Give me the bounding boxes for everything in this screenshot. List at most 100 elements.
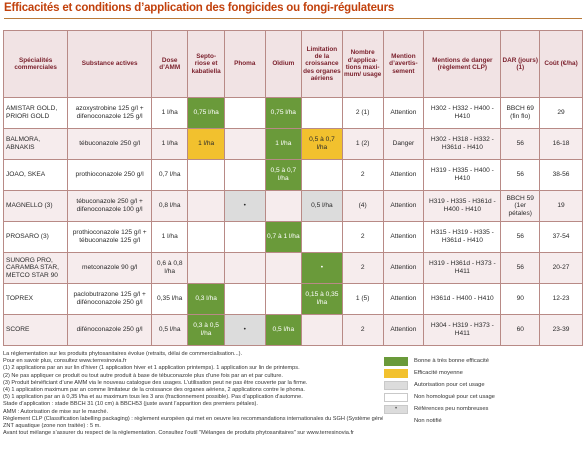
cell-substance: prothioconazole 125 g/l + tébuconazole 1… (67, 221, 152, 253)
cell-dose: 0,35 l/ha (150, 283, 189, 315)
col-header: Spécialités commerciales (2, 30, 69, 98)
legend-item: Non notifié (384, 415, 584, 427)
cell-substance: metconazole 90 g/l (67, 252, 152, 284)
col-header: Septo-riose et kabatiella (187, 30, 225, 98)
cell-phoma (223, 221, 266, 253)
cell-septoriose (187, 159, 225, 191)
table-row: BALMORA, ABNAKIS tébuconazole 250 g/l 1 … (2, 128, 583, 160)
footnote: Règlement CLP (Classification labelling … (3, 415, 383, 422)
footnote: ZNT aquatique (zone non traitée) : 5 m. (3, 423, 101, 430)
cell-phoma (223, 252, 266, 284)
cell-mention: Attention (382, 314, 425, 346)
cell-product: BALMORA, ABNAKIS (2, 128, 69, 160)
cell-nb-applications: 2 (341, 314, 384, 346)
legend-label: Efficacité moyenne (414, 370, 463, 376)
table-row: TOPREX paclobutrazone 125 g/l + difénoco… (2, 283, 583, 315)
legend-swatch-yellow (384, 368, 408, 378)
cell-mention: Attention (382, 97, 425, 129)
cell-limitation (301, 221, 343, 253)
cell-oidium: 0,5 l/ha (264, 314, 303, 346)
cell-dar: 90 (500, 283, 541, 315)
footnote: Avant tout mélange s’assurer du respect … (3, 430, 354, 437)
legend-label: Non homologué pour cet usage (414, 394, 495, 400)
legend-swatch-plain (384, 416, 408, 426)
cell-danger: H302 - H332 - H400 - H410 (423, 97, 502, 129)
cell-oidium (264, 252, 303, 284)
col-header: Coût (€/ha) (539, 30, 583, 98)
cell-septoriose: 0,3 l/ha (187, 283, 225, 315)
cell-product: AMISTAR GOLD, PRIORI GOLD (2, 97, 69, 129)
col-header: Substance actives (67, 30, 152, 98)
footnote: (2) Ne pas appliquer ce produit ou tout … (3, 372, 283, 379)
col-header: Oïdium (264, 30, 303, 98)
header-row: Spécialités commerciales Substance activ… (2, 30, 583, 98)
cell-dar: BBCH 59 (1er pétales) (500, 190, 541, 222)
col-header: Mentions de danger (règlement CLP) (423, 30, 502, 98)
cell-phoma (223, 128, 266, 160)
col-header: Dose d’AMM (150, 30, 189, 98)
cell-product: TOPREX (2, 283, 69, 315)
cell-substance: tébuconazole 250 g/l + difenoconazole 10… (67, 190, 152, 222)
cell-limitation: 0,5 l/ha (301, 190, 343, 222)
legend-item: • Références peu nombreuses (384, 403, 584, 415)
cell-oidium: 0,5 à 0,7 l/ha (264, 159, 303, 191)
footnote: La réglementation sur les produits phyto… (3, 351, 243, 357)
cell-phoma (223, 283, 266, 315)
footnote: (1) 2 applications par an sur lin d’hive… (3, 365, 300, 372)
legend: Bonne à très bonne efficacité Efficacité… (384, 355, 584, 427)
cell-danger: H319 - H335 - H400 - H410 (423, 159, 502, 191)
cell-dar: 56 (500, 252, 541, 284)
cell-phoma: • (223, 314, 266, 346)
cell-phoma (223, 97, 266, 129)
legend-label: Bonne à très bonne efficacité (414, 358, 489, 364)
legend-swatch-white (384, 392, 408, 402)
cell-nb-applications: 1 (2) (341, 128, 384, 160)
cell-danger: H319 - H361d - H373 - H411 (423, 252, 502, 284)
footnote: (3) Produit bénéficiant d’une AMM via le… (3, 379, 308, 386)
cell-cost: 20-27 (539, 252, 583, 284)
cell-nb-applications: 2 (1) (341, 97, 384, 129)
col-header: Mention d’avertis-sement (382, 30, 425, 98)
cell-oidium (264, 283, 303, 315)
cell-mention: Attention (382, 221, 425, 253)
cell-mention: Attention (382, 252, 425, 284)
fungicide-table: Spécialités commerciales Substance activ… (2, 30, 583, 346)
table-row: AMISTAR GOLD, PRIORI GOLD azoxystrobine … (2, 97, 583, 129)
cell-limitation: 0,5 à 0,7 l/ha (301, 128, 343, 160)
col-header: Phoma (223, 30, 266, 98)
title-divider (4, 18, 582, 19)
cell-mention: Attention (382, 159, 425, 191)
cell-substance: difénoconazole 250 g/l (67, 314, 152, 346)
cell-dose: 1 l/ha (150, 97, 189, 129)
cell-nb-applications: 2 (341, 221, 384, 253)
cell-nb-applications: 2 (341, 252, 384, 284)
cell-danger: H361d - H400 - H410 (423, 283, 502, 315)
footnote: (5) 1 application par an à 0,35 l/ha et … (3, 394, 303, 401)
footnotes: La réglementation sur les produits phyto… (3, 351, 383, 437)
cell-septoriose: 1 l/ha (187, 128, 225, 160)
legend-label: Non notifié (414, 418, 442, 424)
cell-cost: 16-18 (539, 128, 583, 160)
footnote: Stade d’application : stade BBCH 31 (10 … (3, 401, 258, 408)
cell-septoriose (187, 190, 225, 222)
cell-cost: 23-39 (539, 314, 583, 346)
cell-cost: 12-23 (539, 283, 583, 315)
cell-substance: prothioconazole 250 g/l (67, 159, 152, 191)
page-title: Efficacités et conditions d’application … (4, 2, 395, 14)
legend-item: Efficacité moyenne (384, 367, 584, 379)
cell-oidium: 1 l/ha (264, 128, 303, 160)
cell-nb-applications: 1 (5) (341, 283, 384, 315)
cell-dose: 0,7 l/ha (150, 159, 189, 191)
cell-product: PROSARO (3) (2, 221, 69, 253)
cell-nb-applications: 2 (341, 159, 384, 191)
table-row: SCORE difénoconazole 250 g/l 0,5 l/ha 0,… (2, 314, 583, 346)
legend-swatch-grey (384, 380, 408, 390)
cell-oidium (264, 190, 303, 222)
col-header: Limitation de la croissance des organes … (301, 30, 343, 98)
table-row: JOAO, SKEA prothioconazole 250 g/l 0,7 l… (2, 159, 583, 191)
cell-product: SUNORG PRO, CARAMBA STAR, METCO STAR 90 (2, 252, 69, 284)
cell-product: JOAO, SKEA (2, 159, 69, 191)
cell-dose: 1 l/ha (150, 128, 189, 160)
footnote: AMM : Autorisation de mise sur le marché… (3, 408, 109, 415)
footnote: (4) 1 application maximum par an comme l… (3, 387, 305, 394)
